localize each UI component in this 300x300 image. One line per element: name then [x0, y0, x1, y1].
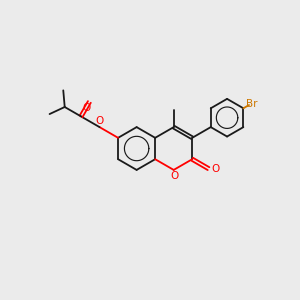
Text: O: O — [83, 103, 91, 113]
Text: Br: Br — [246, 98, 257, 109]
Text: O: O — [170, 171, 179, 181]
Text: O: O — [211, 164, 219, 174]
Text: O: O — [95, 116, 103, 126]
